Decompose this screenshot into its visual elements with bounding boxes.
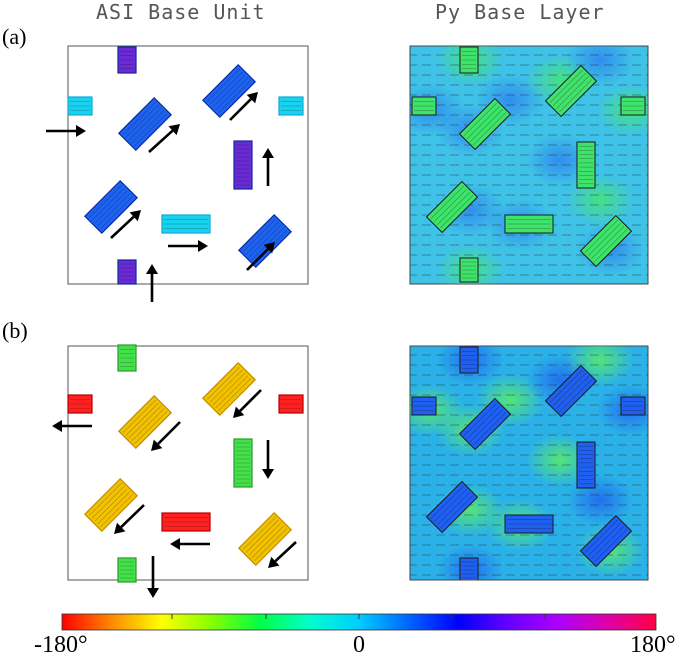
asi-a-arrow-6 xyxy=(168,240,208,252)
colorbar-min-label: -180° xyxy=(34,632,88,658)
asi-b-arrow-1 xyxy=(52,420,92,432)
colorbar-ticks xyxy=(171,614,546,619)
py-b-element-7 xyxy=(425,480,479,534)
asi-b-element-10 xyxy=(117,557,137,583)
asi-b-arrow-5 xyxy=(114,504,145,534)
asi-a-element-7 xyxy=(83,179,139,235)
asi-b-element-1 xyxy=(117,344,137,372)
asi-a-arrow-2 xyxy=(148,124,180,153)
asi-a-arrow-8 xyxy=(146,264,158,302)
asi-b-element-6 xyxy=(233,438,253,488)
py-column-title: Py Base Layer xyxy=(435,0,605,24)
py-b-element-10 xyxy=(459,557,479,580)
asi-a-element-3 xyxy=(117,96,173,152)
py-a-element-5 xyxy=(620,96,646,116)
asi-b-arrow-6 xyxy=(170,538,210,550)
py-b-element-6 xyxy=(576,441,596,489)
asi-a-element-5 xyxy=(278,96,304,116)
py-a-element-3 xyxy=(458,97,512,151)
py-b-element-3 xyxy=(458,397,512,451)
asi-b-element-9 xyxy=(237,511,293,567)
py-a-element-4 xyxy=(544,64,598,118)
asi-b-element-2 xyxy=(67,394,93,414)
colorbar-mid-label: 0 xyxy=(353,632,365,658)
asi-b-arrow-8 xyxy=(147,556,159,598)
asi-b-element-5 xyxy=(278,394,304,414)
asi-a-element-1 xyxy=(117,46,137,74)
asi-b-arrow-3 xyxy=(233,389,262,418)
asi-a-arrow-1 xyxy=(46,125,86,137)
py-a-element-9 xyxy=(579,214,633,268)
py-b-element-4 xyxy=(544,364,598,418)
asi-column-title: ASI Base Unit xyxy=(96,0,266,24)
py-b-element-9 xyxy=(579,514,633,568)
asi-a-element-4 xyxy=(201,63,257,119)
py-a-element-10 xyxy=(459,257,479,283)
asi-b-arrow-4 xyxy=(262,440,274,479)
asi-a-arrow-7 xyxy=(246,242,275,271)
asi-a-element-10 xyxy=(117,259,137,285)
py-a-element-6 xyxy=(576,141,596,189)
py-a-element-7 xyxy=(425,180,479,234)
asi-b-element-8 xyxy=(161,512,211,532)
py-b-element-8 xyxy=(504,514,554,534)
asi-a-arrow-3 xyxy=(229,92,258,121)
asi-a-arrow-4 xyxy=(262,148,274,186)
py-b-element-2 xyxy=(411,396,437,416)
row-label-b: (b) xyxy=(2,318,28,343)
asi-a-element-2 xyxy=(67,96,93,116)
asi-b-element-3 xyxy=(117,394,173,450)
py-b-element-5 xyxy=(620,396,646,416)
asi-panel-b-content xyxy=(52,344,304,598)
py-a-element-8 xyxy=(504,214,554,234)
asi-b-arrow-7 xyxy=(268,541,297,568)
asi-b-element-7 xyxy=(83,477,139,533)
py-panel-a-content xyxy=(410,46,648,284)
colorbar-max-label: 180° xyxy=(630,632,676,658)
py-panel-b-content xyxy=(410,346,648,580)
py-a-element-2 xyxy=(411,96,437,116)
asi-b-arrow-2 xyxy=(151,421,181,451)
py-a-element-1 xyxy=(459,46,479,74)
row-label-a: (a) xyxy=(2,24,27,49)
asi-a-element-8 xyxy=(161,214,211,234)
asi-a-arrow-5 xyxy=(110,210,141,239)
asi-b-element-4 xyxy=(201,361,257,417)
asi-panel-a-content xyxy=(46,46,304,302)
py-b-element-1 xyxy=(459,346,479,374)
asi-a-element-6 xyxy=(233,140,253,190)
